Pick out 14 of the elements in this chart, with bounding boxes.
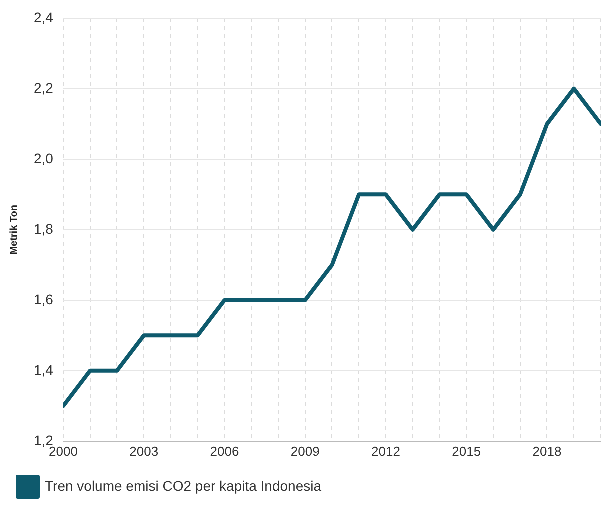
x-tick-label: 2003 xyxy=(130,444,159,459)
y-tick-label: 1,8 xyxy=(34,220,54,237)
x-tick-label: 2018 xyxy=(532,444,562,459)
x-tick-label: 2015 xyxy=(452,444,482,459)
y-tick-label: 2,2 xyxy=(34,80,54,96)
y-tick-label: 2,0 xyxy=(34,150,54,166)
y-tick-label: 2,4 xyxy=(34,9,54,26)
x-tick-label: 2006 xyxy=(210,444,240,459)
y-tick-label: 1,6 xyxy=(34,291,54,308)
y-axis-title: Metrik Ton xyxy=(8,204,20,255)
x-tick-label: 2012 xyxy=(372,444,400,459)
legend-label: Tren volume emisi CO2 per kapita Indonesia xyxy=(45,478,322,494)
x-tick-label: 2009 xyxy=(290,444,320,459)
y-tick-label: 1,4 xyxy=(34,362,54,378)
